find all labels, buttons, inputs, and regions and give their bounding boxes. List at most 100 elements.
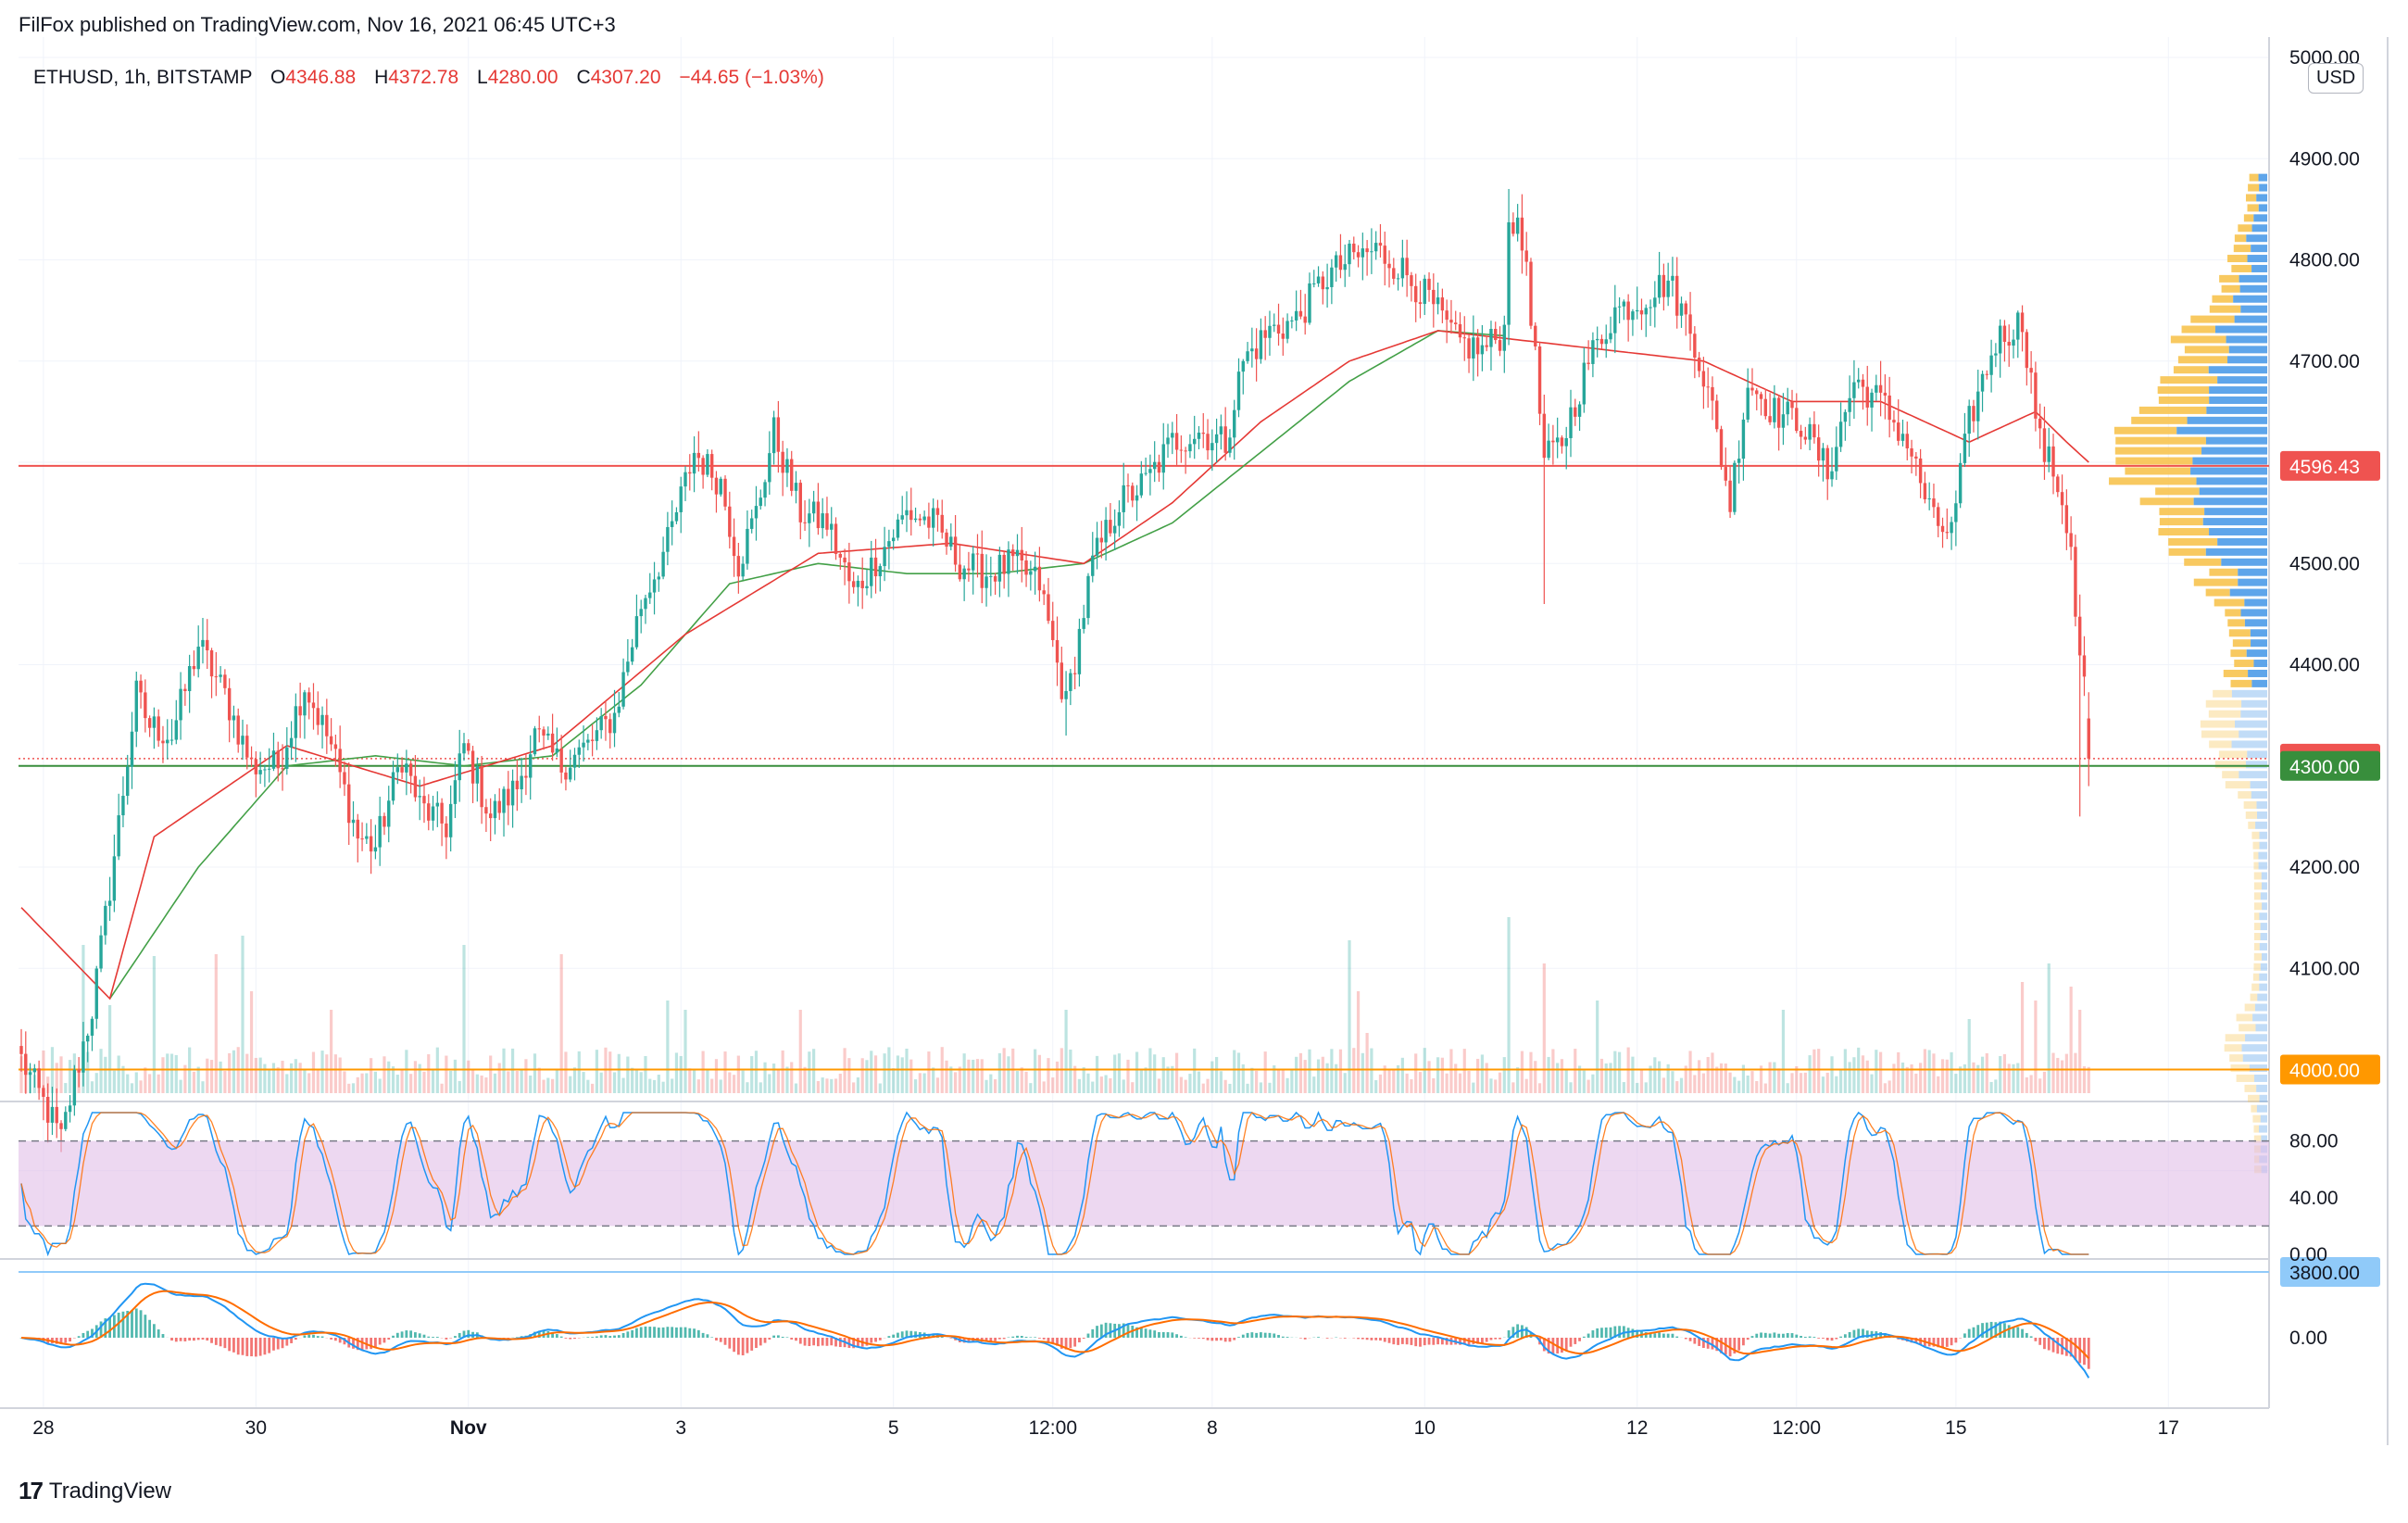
candle[interactable] (1812, 411, 1816, 444)
candle[interactable] (878, 563, 883, 592)
candle[interactable] (37, 1060, 41, 1101)
candle[interactable] (1037, 547, 1042, 602)
candle[interactable] (1848, 375, 1851, 427)
candle[interactable] (1179, 435, 1184, 463)
candle[interactable] (161, 725, 165, 763)
candle[interactable] (1711, 376, 1714, 421)
candle[interactable] (1276, 303, 1281, 346)
candle[interactable] (1534, 321, 1537, 351)
candle[interactable] (209, 648, 214, 699)
candle[interactable] (45, 1083, 50, 1143)
candle[interactable] (467, 739, 470, 755)
candle[interactable] (684, 466, 687, 501)
candle[interactable] (174, 699, 178, 745)
candle[interactable] (1480, 324, 1485, 371)
candle[interactable] (1905, 422, 1909, 460)
candle[interactable] (997, 547, 1002, 598)
candle[interactable] (617, 691, 621, 718)
candle[interactable] (320, 706, 324, 749)
candle[interactable] (1502, 315, 1506, 373)
candle[interactable] (1728, 466, 1732, 519)
candle[interactable] (1937, 502, 1940, 537)
candle[interactable] (254, 750, 258, 798)
candle[interactable] (1206, 419, 1210, 460)
candle[interactable] (1131, 482, 1135, 508)
candle[interactable] (612, 689, 617, 748)
candle[interactable] (714, 471, 719, 513)
candle[interactable] (542, 726, 546, 750)
candle[interactable] (860, 557, 864, 610)
candle[interactable] (1967, 399, 1971, 458)
candle[interactable] (1356, 245, 1361, 268)
candle[interactable] (1900, 420, 1905, 447)
candle[interactable] (1914, 451, 1918, 476)
candle[interactable] (1236, 358, 1241, 418)
candle[interactable] (1228, 429, 1232, 458)
candle[interactable] (391, 761, 395, 805)
candle[interactable] (1308, 272, 1311, 325)
candle[interactable] (865, 570, 869, 596)
candle[interactable] (1157, 454, 1161, 483)
candle[interactable] (1750, 368, 1754, 396)
candle[interactable] (28, 1063, 32, 1094)
candle[interactable] (1706, 367, 1710, 409)
candle[interactable] (307, 687, 311, 720)
candle[interactable] (736, 542, 741, 594)
candle[interactable] (1193, 415, 1197, 459)
candle[interactable] (2056, 473, 2060, 497)
candle[interactable] (196, 625, 200, 678)
candle[interactable] (1152, 441, 1157, 483)
currency-button[interactable]: USD (2308, 63, 2364, 94)
candle[interactable] (816, 483, 821, 535)
candle[interactable] (918, 513, 922, 527)
candle[interactable] (529, 735, 533, 800)
candle[interactable] (134, 672, 138, 748)
candle[interactable] (1918, 448, 1923, 498)
candle[interactable] (378, 796, 382, 866)
candle[interactable] (219, 666, 222, 683)
candle[interactable] (1485, 335, 1488, 352)
candle[interactable] (1768, 393, 1772, 425)
candle[interactable] (236, 708, 240, 753)
candle[interactable] (1613, 284, 1617, 354)
candle[interactable] (1112, 509, 1117, 551)
candle[interactable] (484, 799, 488, 833)
candle[interactable] (533, 725, 537, 757)
candle[interactable] (644, 594, 647, 624)
candle[interactable] (1338, 233, 1343, 279)
candle[interactable] (223, 669, 227, 695)
candle[interactable] (298, 682, 302, 738)
candle[interactable] (1462, 316, 1466, 361)
candle[interactable] (1392, 258, 1396, 285)
candle[interactable] (333, 735, 338, 767)
candle[interactable] (1259, 318, 1263, 364)
candle[interactable] (281, 744, 284, 791)
candle[interactable] (475, 757, 480, 802)
candle[interactable] (1139, 460, 1144, 498)
candle[interactable] (608, 713, 612, 749)
symbol-name[interactable]: ETHUSD, 1h, BITSTAMP (33, 67, 253, 88)
candle[interactable] (935, 499, 940, 532)
candle[interactable] (1184, 447, 1187, 474)
candle[interactable] (462, 733, 466, 762)
candle[interactable] (1701, 357, 1706, 409)
candle[interactable] (1423, 274, 1426, 316)
candle[interactable] (873, 538, 878, 594)
candle[interactable] (834, 517, 838, 560)
candle[interactable] (232, 705, 236, 738)
candle[interactable] (1693, 326, 1697, 379)
candle[interactable] (1803, 426, 1808, 445)
candle[interactable] (1838, 402, 1843, 452)
candle[interactable] (1892, 410, 1896, 432)
time-axis[interactable]: 28 30 Nov 3 5 12:00 8 10 12 12:00 15 17 (32, 1417, 2179, 1439)
candle[interactable] (706, 448, 709, 478)
price-level-label[interactable]: 4300.00 (2280, 750, 2380, 781)
candle[interactable] (311, 683, 316, 730)
candle[interactable] (121, 776, 125, 828)
candle[interactable] (258, 751, 262, 784)
candle[interactable] (112, 834, 117, 913)
candle[interactable] (2029, 351, 2033, 394)
candle[interactable] (1830, 447, 1834, 487)
candle[interactable] (445, 816, 448, 860)
candle[interactable] (768, 431, 771, 495)
